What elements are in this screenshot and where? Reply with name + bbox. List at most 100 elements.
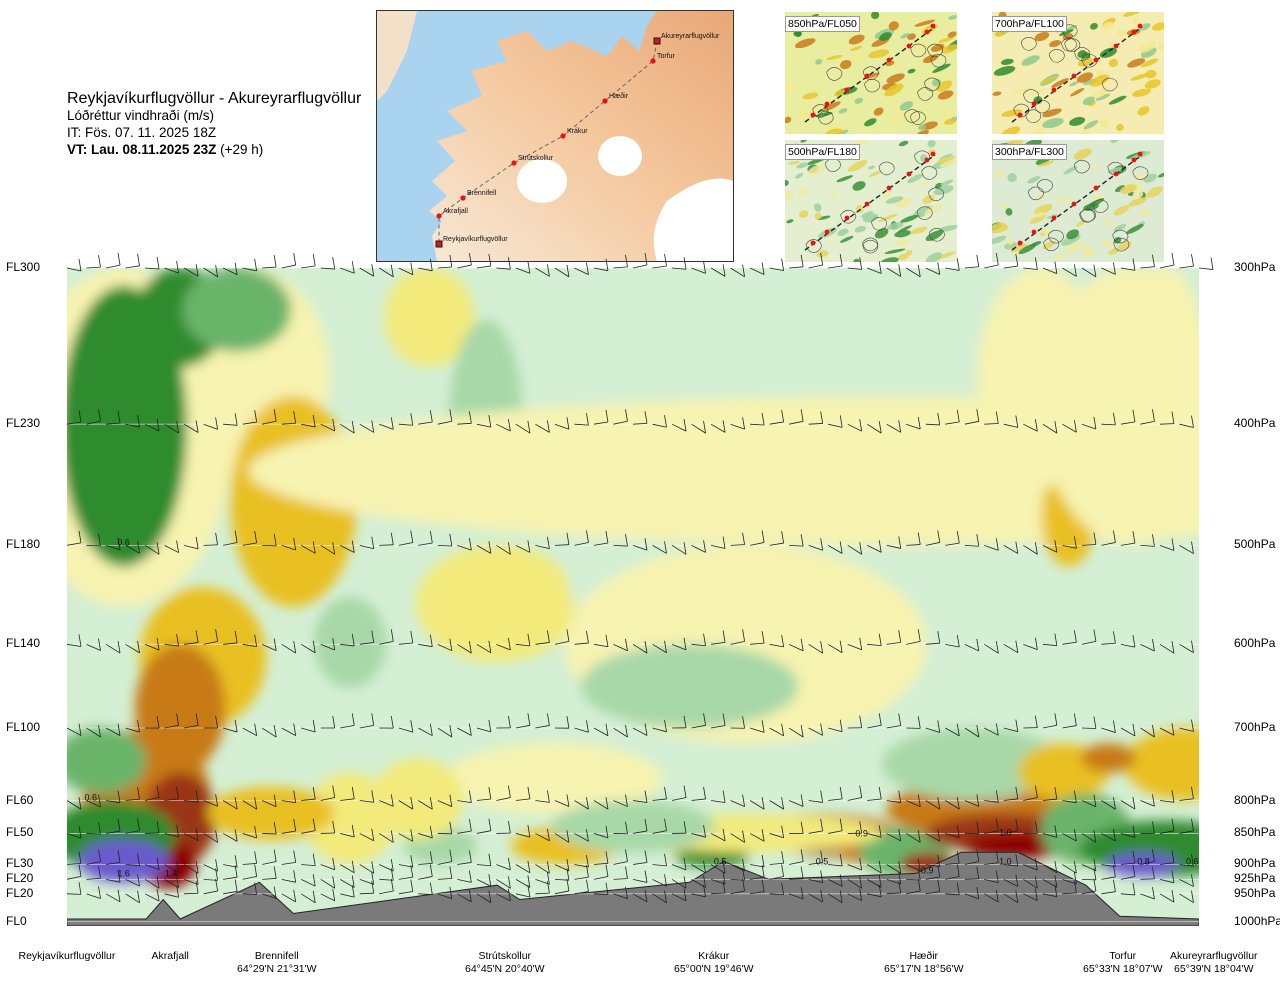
wind-barb-shaft bbox=[184, 724, 199, 729]
thumbnail-waypoint bbox=[824, 229, 830, 235]
wind-barb-shaft bbox=[1120, 862, 1135, 865]
wind-barb-flag bbox=[878, 825, 882, 838]
wind-barb-shaft bbox=[184, 642, 199, 645]
wind-barb-flag bbox=[566, 629, 570, 642]
wind-barb-shaft bbox=[1120, 267, 1135, 271]
thumbnail-700[interactable]: 700hPa/FL100 bbox=[992, 12, 1164, 134]
wind-barb-flag bbox=[507, 637, 511, 651]
wind-barb-shaft bbox=[710, 267, 726, 277]
wind-barb-flag bbox=[995, 641, 999, 654]
map-point-label: Hæðir bbox=[609, 92, 629, 100]
wind-barb-shaft bbox=[828, 727, 843, 733]
wind-barb-flag bbox=[995, 538, 999, 551]
wind-barb-shaft bbox=[671, 879, 687, 889]
wind-barb-shaft bbox=[1140, 727, 1155, 738]
wind-barb-shaft bbox=[359, 725, 374, 729]
wind-barb-flag bbox=[527, 261, 531, 274]
wind-barb-flag bbox=[1015, 640, 1019, 653]
thumbnail-field-patch bbox=[900, 214, 919, 223]
wind-barb-shaft bbox=[262, 643, 277, 651]
thumbnail-field-patch bbox=[814, 212, 822, 220]
thumbnail-field-patch bbox=[915, 130, 929, 134]
thumbnail-waypoint bbox=[810, 240, 816, 246]
wind-barb-shaft bbox=[1120, 893, 1135, 896]
wind-barb-shaft bbox=[788, 643, 804, 652]
wind-barb-shaft bbox=[554, 640, 570, 645]
wind-barb-flag bbox=[156, 857, 160, 870]
wind-barb-flag bbox=[742, 830, 745, 843]
wind-barb-shaft bbox=[222, 267, 238, 276]
wind-barb-flag bbox=[703, 261, 706, 274]
wind-barb-flag bbox=[742, 716, 745, 729]
thumbnail-field-patch bbox=[1001, 126, 1021, 134]
wind-barb-shaft bbox=[574, 891, 589, 895]
wind-barb-flag bbox=[351, 261, 355, 274]
wind-barb-flag bbox=[547, 713, 550, 726]
wind-barb-flag bbox=[1132, 882, 1136, 895]
wind-barb-shaft bbox=[964, 544, 979, 547]
wind-barb-flag bbox=[859, 888, 863, 901]
wind-barb-flag bbox=[566, 716, 570, 729]
wind-barb-flag bbox=[898, 828, 902, 841]
wind-barb-flag bbox=[156, 876, 160, 889]
wind-barb-shaft bbox=[515, 724, 530, 729]
thumbnail-coastline bbox=[1080, 208, 1096, 223]
wind-barb-flag bbox=[820, 538, 824, 551]
wind-field-patch bbox=[372, 758, 464, 840]
wind-barb-flag bbox=[507, 785, 511, 798]
wind-barb-shaft bbox=[242, 267, 257, 272]
map-point-label: Strútskollur bbox=[518, 155, 554, 162]
contour-value-label: 1.0 bbox=[999, 827, 1012, 837]
wind-barb-flag bbox=[1152, 724, 1155, 738]
thumbnail-field-patch bbox=[1108, 247, 1119, 255]
wind-barb-flag bbox=[390, 830, 394, 843]
wind-barb-shaft bbox=[808, 878, 823, 883]
wind-barb-flag bbox=[703, 421, 706, 434]
wind-barb-shaft bbox=[886, 544, 901, 549]
flight-level-label: FL180 bbox=[6, 537, 41, 552]
thumbnail-coastline bbox=[1013, 103, 1030, 118]
wind-barb-shaft bbox=[906, 640, 921, 645]
wind-barb-shaft bbox=[1042, 864, 1058, 874]
wind-barb-flag bbox=[1211, 716, 1213, 728]
wind-field-patch bbox=[383, 268, 475, 367]
thumbnail-field-patch bbox=[1095, 93, 1111, 101]
wind-barb-flag bbox=[781, 825, 785, 838]
wind-barb-flag bbox=[332, 785, 336, 798]
wind-barb-flag bbox=[117, 723, 121, 736]
station-name: Brennifell bbox=[254, 950, 299, 962]
wind-barb-flag bbox=[117, 253, 121, 266]
wind-barb-shaft bbox=[1101, 864, 1116, 868]
thumbnail-coastline bbox=[1073, 159, 1090, 174]
wind-barb-flag bbox=[390, 716, 394, 729]
station-name: Akureyrarflugvöllur bbox=[1170, 950, 1258, 962]
wind-barb-shaft bbox=[593, 542, 609, 546]
wind-field-patch bbox=[977, 268, 1104, 489]
wind-barb-shaft bbox=[145, 267, 160, 270]
wind-barb-shaft bbox=[788, 727, 804, 738]
wind-barb-flag bbox=[1093, 416, 1097, 430]
thumbnail-field-patch bbox=[829, 193, 838, 198]
wind-barb-flag bbox=[956, 531, 960, 544]
wind-barb-flag bbox=[800, 638, 804, 651]
thumbnail-field-patch bbox=[882, 191, 891, 199]
thumbnail-field-patch bbox=[907, 33, 916, 40]
wind-barb-flag bbox=[703, 825, 706, 838]
wind-barb-shaft bbox=[1042, 643, 1057, 646]
wind-barb-shaft bbox=[476, 864, 491, 867]
wind-barb-flag bbox=[1015, 415, 1019, 428]
thumbnail-500[interactable]: 500hPa/FL180 bbox=[785, 140, 957, 262]
wind-barb-flag bbox=[761, 262, 765, 275]
wind-barb-shaft bbox=[105, 861, 121, 865]
wind-barb-flag bbox=[839, 640, 843, 653]
thumbnail-850[interactable]: 850hPa/FL050 bbox=[785, 12, 957, 134]
wind-barb-flag bbox=[644, 818, 648, 831]
thumbnail-300[interactable]: 300hPa/FL300 bbox=[992, 140, 1164, 262]
wind-barb-flag bbox=[332, 857, 336, 870]
wind-barb-shaft bbox=[828, 265, 843, 269]
wind-barb-flag bbox=[683, 876, 687, 889]
wind-barb-flag bbox=[410, 530, 414, 543]
wind-barb-shaft bbox=[164, 879, 179, 888]
wind-barb-flag bbox=[586, 413, 589, 426]
wind-barb-shaft bbox=[1120, 421, 1135, 425]
